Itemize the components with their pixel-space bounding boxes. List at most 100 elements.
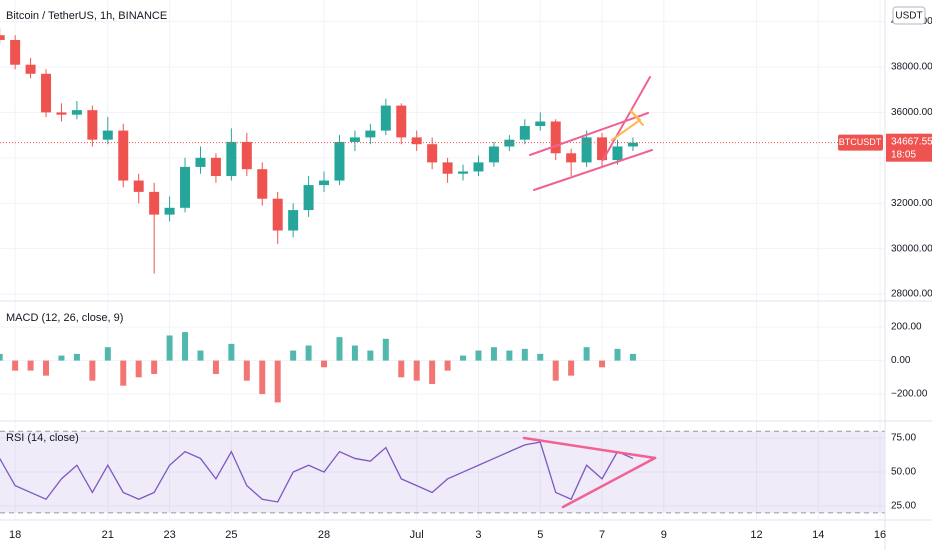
candle-body — [349, 137, 360, 142]
histogram-bar — [89, 360, 96, 381]
histogram-bar — [0, 353, 3, 361]
candle-body — [164, 207, 175, 215]
rsi-line — [0, 441, 634, 503]
candle-body — [10, 39, 21, 65]
y-tick-label: 25.00 — [891, 501, 916, 512]
candle-body — [627, 142, 638, 147]
candle-body — [149, 191, 160, 215]
macd-title: MACD (12, 26, close, 9) — [6, 312, 123, 324]
candle-body — [519, 126, 530, 140]
histogram-bar — [120, 360, 127, 386]
histogram-bar — [429, 360, 436, 385]
histogram-bar — [321, 360, 328, 368]
trend-line — [533, 149, 653, 191]
candle-body — [118, 130, 129, 181]
candle-body — [319, 180, 330, 186]
candle-body — [71, 110, 82, 115]
candle-body — [226, 141, 237, 177]
histogram-bar — [521, 348, 528, 361]
y-tick-label: 36000.00 — [891, 107, 932, 118]
candle-body — [504, 139, 515, 147]
histogram-bar — [27, 360, 34, 371]
y-tick-label: 32000.00 — [891, 198, 932, 209]
trend-line — [529, 112, 649, 156]
x-tick-label: 12 — [750, 529, 762, 541]
last-price-label: 34667.55 — [891, 136, 932, 147]
candle-body — [272, 198, 283, 231]
x-tick-label: Jul — [410, 529, 424, 541]
candle-body — [427, 144, 438, 163]
histogram-bar — [12, 360, 19, 371]
x-tick-label: 21 — [102, 529, 114, 541]
candle-body — [133, 180, 144, 192]
candle-body — [566, 153, 577, 163]
trend-line — [602, 76, 651, 161]
candle-body — [488, 146, 499, 163]
histogram-bar — [444, 360, 451, 371]
candle-body — [56, 112, 67, 115]
histogram-bar — [336, 337, 343, 361]
x-tick-label: 18 — [9, 529, 21, 541]
candle-body — [334, 141, 345, 181]
histogram-bar — [506, 350, 513, 361]
candle-body — [303, 185, 314, 211]
histogram-bar — [460, 355, 467, 361]
x-tick-label: 28 — [318, 529, 330, 541]
histogram-bar — [197, 350, 204, 361]
candle-body — [473, 162, 484, 172]
candle-body — [550, 121, 561, 154]
histogram-bar — [568, 360, 575, 376]
candle-body — [102, 130, 113, 140]
price-badge — [886, 133, 932, 162]
drawings — [522, 76, 657, 509]
y-tick-label: 28000.00 — [891, 289, 932, 300]
candle-body — [535, 121, 546, 127]
x-tick-label: 14 — [812, 529, 824, 541]
histogram-bar — [166, 335, 173, 361]
histogram-bar — [274, 360, 281, 403]
histogram-bar — [583, 347, 590, 361]
histogram-bar — [259, 360, 266, 395]
currency-badge[interactable] — [892, 6, 926, 25]
histogram-bar — [552, 360, 559, 381]
candle-body — [288, 210, 299, 231]
candle-body — [180, 166, 191, 208]
symbol-badge — [838, 134, 883, 151]
histogram-bar — [228, 343, 235, 361]
rsi-band — [0, 431, 885, 513]
y-tick-label: 75.00 — [891, 433, 916, 444]
histogram-bar — [151, 360, 158, 374]
histogram-bar — [305, 345, 312, 361]
histogram-bar — [182, 332, 189, 361]
x-tick-label: 25 — [225, 529, 237, 541]
x-tick-label: 5 — [537, 529, 543, 541]
y-tick-label: 0.00 — [891, 355, 911, 366]
candle-body — [41, 73, 52, 113]
candle-body — [442, 162, 453, 174]
candle-body — [257, 169, 268, 199]
histogram-bar — [490, 347, 497, 361]
histogram-bar — [58, 355, 65, 361]
candle-body — [612, 146, 623, 161]
y-tick-label: 30000.00 — [891, 243, 932, 254]
labels: 18 21 23 25 28 Jul 3 5 7 9 12 14 16 28000.00 30000.00 3… — [9, 16, 932, 541]
candle-body — [396, 105, 407, 138]
trend-line — [561, 456, 657, 509]
y-tick-label: 200.00 — [891, 322, 922, 333]
candle-body — [458, 171, 469, 174]
rsi-title: RSI (14, close) — [6, 432, 79, 444]
candle-body — [25, 64, 36, 74]
histogram-bar — [629, 353, 636, 361]
x-tick-label: 7 — [599, 529, 605, 541]
y-tick-label: 50.00 — [891, 467, 916, 478]
histogram-bar — [243, 360, 250, 381]
candle-body — [597, 137, 608, 161]
histogram-bar — [398, 360, 405, 378]
histogram-bar — [599, 360, 606, 368]
candle-body — [411, 137, 422, 145]
histogram-bar — [43, 360, 50, 376]
candle-body — [581, 137, 592, 163]
histogram-bar — [367, 350, 374, 361]
candle-body — [365, 130, 376, 138]
candle-body — [210, 157, 221, 177]
